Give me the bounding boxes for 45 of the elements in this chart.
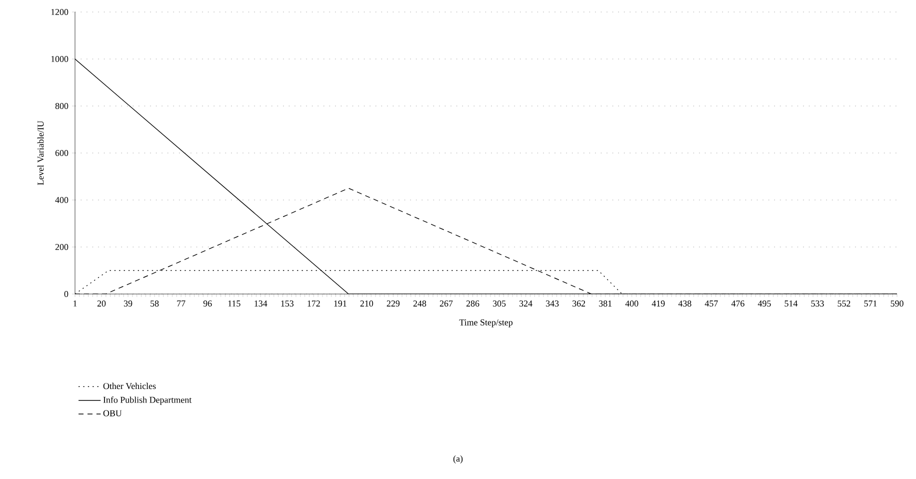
x-tick-label: 419 (652, 300, 665, 307)
x-tick-label: 362 (572, 300, 586, 307)
x-tick-label: 134 (254, 300, 268, 307)
y-tick-label: 0 (64, 290, 68, 298)
y-tick-label: 1200 (51, 8, 68, 16)
x-tick-label: 248 (413, 300, 426, 307)
x-tick-label: 343 (546, 300, 559, 307)
x-tick-label: 476 (731, 300, 744, 307)
y-tick-label: 600 (55, 150, 68, 156)
x-tick-label: 39 (124, 300, 132, 307)
text: (a) (453, 455, 463, 464)
x-tick-label: 514 (784, 300, 798, 307)
x-tick-label: 191 (334, 300, 346, 307)
x-tick-label: 267 (440, 300, 453, 307)
x-tick-label: 590 (890, 300, 904, 307)
x-tick-label: 286 (466, 300, 480, 307)
y-tick-label: 1000 (51, 56, 68, 62)
x-tick-label: 153 (281, 300, 294, 307)
x-tick-label: 210 (360, 300, 374, 307)
x-tick-label: 1 (74, 300, 77, 306)
x-tick-label: 305 (492, 300, 506, 307)
x-tick-label: 77 (177, 300, 186, 306)
x-tick-label: 115 (228, 300, 240, 307)
x-tick-label: 229 (386, 300, 400, 307)
legend-label: Other Vehicles (103, 382, 156, 390)
x-tick-label: 552 (838, 300, 850, 307)
x-tick-label: 381 (599, 300, 612, 307)
x-tick-label: 324 (519, 300, 532, 307)
x-tick-label: 58 (150, 300, 159, 307)
x-tick-label: 400 (625, 300, 638, 307)
x-tick-label: 457 (704, 300, 718, 307)
x-tick-label: 571 (864, 300, 877, 307)
x-tick-label: 533 (811, 300, 824, 307)
y-tick-label: 200 (55, 244, 68, 250)
x-axis-title: Time Step/step (459, 319, 513, 328)
x-tick-label: 172 (308, 300, 320, 306)
y-tick-label: 400 (55, 196, 68, 204)
x-tick-label: 438 (678, 300, 692, 307)
x-tick-label: 20 (97, 300, 106, 307)
legend-label: OBU (103, 410, 122, 416)
y-tick-label: 800 (55, 102, 68, 110)
x-tick-label: 495 (758, 300, 771, 307)
legend-label: Info Publish Department (103, 396, 192, 405)
x-tick-label: 96 (203, 300, 212, 307)
y-axis-title: Level Variable/IU (37, 120, 44, 185)
